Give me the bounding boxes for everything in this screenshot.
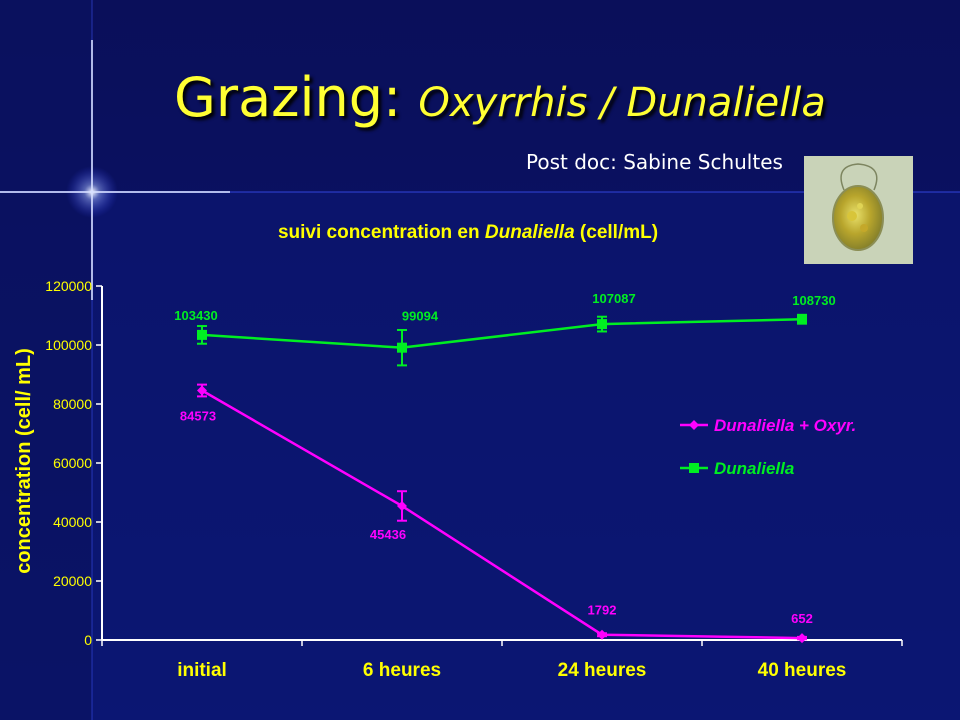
series-dunaliella-oxyr: 84573 45436 1792 652 — [180, 383, 813, 644]
x-tick-label: 24 heures — [558, 660, 647, 681]
legend: Dunaliella + Oxyr. Dunaliella — [680, 416, 856, 478]
chart-title: suivi concentration en Dunaliella (cell/… — [278, 222, 658, 243]
legend-marker — [689, 463, 699, 473]
y-axis-label: concentration (cell/ mL) — [13, 348, 35, 574]
data-label: 107087 — [592, 291, 635, 306]
x-tick-label: 40 heures — [758, 660, 847, 681]
x-tick-label: 6 heures — [363, 660, 441, 681]
y-tick-label: 80000 — [53, 396, 92, 412]
legend-label: Dunaliella + Oxyr. — [714, 416, 856, 435]
data-label: 84573 — [180, 409, 216, 424]
data-point — [397, 342, 407, 353]
data-point — [397, 500, 407, 511]
data-label: 652 — [791, 611, 813, 626]
x-tick-label: initial — [177, 660, 227, 681]
y-tick-label: 40000 — [53, 514, 92, 530]
data-point — [597, 629, 607, 640]
y-tick-label: 100000 — [45, 337, 92, 353]
y-tick-label: 20000 — [53, 573, 92, 589]
y-tick-label: 120000 — [45, 278, 92, 294]
chart-title-part: Dunaliella — [485, 222, 575, 243]
data-label: 99094 — [402, 309, 439, 324]
dinoflagellate-photo — [804, 156, 913, 264]
series-line — [201, 317, 803, 349]
axes: 0 20000 40000 60000 80000 100000 120000 initial… — [45, 278, 903, 681]
chart-title-part: suivi concentration en — [278, 222, 485, 243]
title-italic: Oxyrrhis / Dunaliella — [418, 80, 826, 126]
legend-label: Dunaliella — [714, 459, 794, 478]
line-chart: suivi concentration en Dunaliella (cell/… — [13, 222, 903, 681]
data-label: 45436 — [370, 527, 406, 542]
chart-title-part: (cell/mL) — [575, 222, 658, 243]
star-flare-icon — [0, 40, 230, 300]
slide-title: Grazing: Oxyrrhis / Dunaliella — [0, 66, 960, 129]
y-tick-label: 60000 — [53, 455, 92, 471]
data-point — [797, 314, 807, 325]
legend-marker — [689, 420, 699, 430]
series-line — [201, 389, 803, 640]
data-label: 108730 — [792, 293, 835, 308]
data-point — [197, 329, 207, 340]
data-point — [597, 319, 607, 330]
title-prefix: Grazing: — [174, 66, 419, 129]
data-point — [197, 385, 207, 396]
data-label: 1792 — [588, 603, 617, 618]
series-layer: 84573 45436 1792 652 103430 99094 107087 108730 — [174, 291, 836, 644]
data-label: 103430 — [174, 308, 217, 323]
data-point — [797, 633, 807, 644]
y-tick-label: 0 — [84, 632, 92, 648]
series-dunaliella: 103430 99094 107087 108730 — [174, 291, 836, 367]
credit-text: Post doc: Sabine Schultes — [526, 150, 783, 174]
